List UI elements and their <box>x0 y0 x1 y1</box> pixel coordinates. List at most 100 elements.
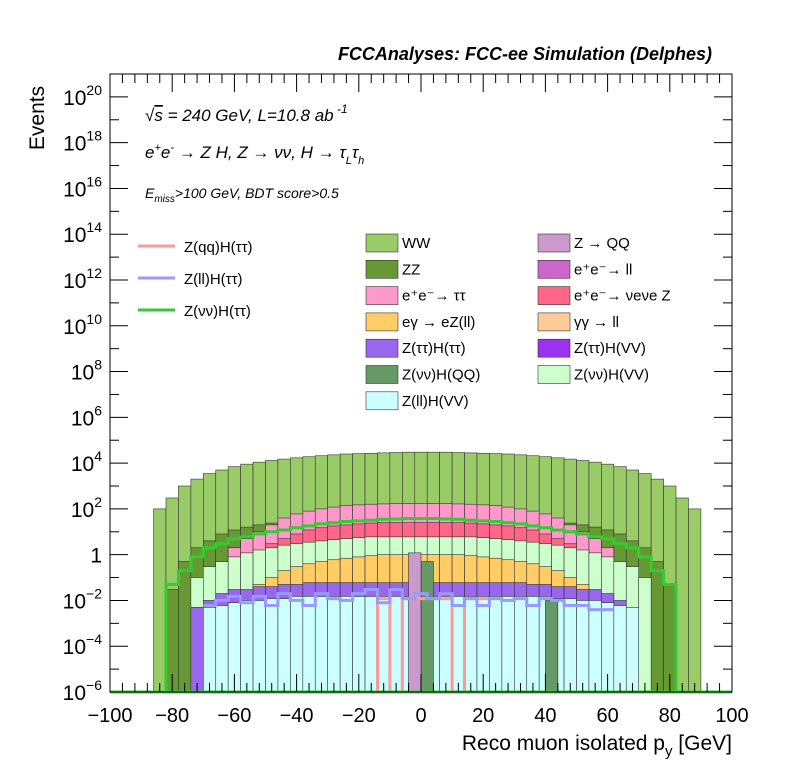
stack-bar <box>464 596 478 693</box>
legend-swatch <box>537 312 571 332</box>
y-tick-label: 10−2 <box>63 585 103 613</box>
stack-bar <box>613 605 627 693</box>
y-tick-label: 10−4 <box>63 631 103 659</box>
annotations: √s = 240 GeV, L=10.8 ab -1 e+e- → Z H, Z… <box>145 102 364 205</box>
stack-bar <box>389 596 403 693</box>
stack-bar <box>240 600 254 693</box>
process-annotation: e+e- → Z H, Z → νν, H → τLτh <box>145 142 364 167</box>
y-tick-label: 1010 <box>63 311 102 339</box>
stack-bar <box>526 596 540 693</box>
legend: Z(qq)H(ττ) Z(ll)H(ττ) Z(νν)H(ττ) WW ZZ e⁺e⁻→ … <box>138 233 671 411</box>
stack-bar <box>190 607 204 693</box>
y-axis-label: Events <box>26 86 49 150</box>
x-tick-label: −20 <box>342 705 376 727</box>
legend-swatch <box>537 233 571 253</box>
y-tick-label: 1018 <box>63 128 102 156</box>
legend-swatch <box>365 391 399 411</box>
legend-swatch <box>365 259 399 279</box>
stack-bar <box>302 596 316 693</box>
x-tick-label: 60 <box>596 705 618 727</box>
stack-bar <box>364 596 378 693</box>
legend-swatch <box>365 233 399 253</box>
x-tick-label: 100 <box>715 705 748 727</box>
stack-bar <box>377 596 391 693</box>
stack-bar <box>625 607 640 693</box>
legend-label: Z(νν)H(VV) <box>574 367 649 384</box>
legend-swatch <box>537 365 571 384</box>
y-tick-label: 108 <box>71 357 102 385</box>
stack-bar <box>439 596 453 693</box>
legend-swatch <box>537 286 571 305</box>
stack-bar <box>650 561 664 693</box>
axes: −100 −80 −60 −40 −20 0 20 40 60 80 100 10−6 10−4 10−2… <box>63 73 749 727</box>
stack-bar <box>451 596 465 693</box>
x-tick-label: 0 <box>415 705 426 727</box>
x-tick-label: −80 <box>155 705 189 727</box>
stack-bar <box>588 600 602 693</box>
stack-bar <box>339 596 353 693</box>
stack-bar <box>513 596 528 693</box>
x-tick-label: 80 <box>659 705 681 727</box>
stack-bar <box>501 596 515 693</box>
y-tick-label: 104 <box>71 448 102 476</box>
x-tick-label: −100 <box>87 705 132 727</box>
stack-bar <box>489 596 503 693</box>
stack-bar <box>203 607 217 693</box>
stack-bar <box>314 596 329 693</box>
stack-bar <box>576 600 590 693</box>
spike-bar <box>545 600 559 693</box>
stack-bar <box>277 598 291 693</box>
legend-swatch <box>365 286 399 305</box>
spike-bar <box>408 552 422 693</box>
legend-label: γγ → ll <box>574 314 619 331</box>
y-tick-label: 1016 <box>63 173 102 201</box>
legend-label: Z(ll)H(VV) <box>402 393 469 410</box>
legend-label: e⁺e⁻→ ττ <box>402 288 466 305</box>
stack-bar <box>252 600 266 693</box>
legend-label: Z(νν)H(ττ) <box>184 303 251 320</box>
stack-bar <box>265 598 279 693</box>
legend-label: e⁺e⁻→ νeνe Z <box>574 288 671 305</box>
stack-bar <box>215 605 229 693</box>
stack-bar <box>153 508 167 693</box>
x-tick-label: −60 <box>217 705 251 727</box>
legend-label: Z(ττ)H(VV) <box>574 340 646 357</box>
series-line-1 <box>203 588 614 612</box>
legend-label: Z(qq)H(ττ) <box>184 239 253 256</box>
stack-bar <box>638 577 652 693</box>
x-axis-label: Reco muon isolated py [GeV] <box>462 732 732 760</box>
energy-lumi-annotation: √s = 240 GeV, L=10.8 ab -1 <box>145 102 348 125</box>
legend-swatch <box>365 365 399 384</box>
spike-bar <box>420 561 434 693</box>
y-tick-label: 1014 <box>63 219 102 247</box>
legend-label: Z → QQ <box>574 235 630 252</box>
stack-bar <box>688 508 702 693</box>
legend-label: Z(ττ)H(ττ) <box>402 340 466 357</box>
stack-bar <box>327 596 341 693</box>
y-tick-label: 106 <box>71 402 102 430</box>
x-tick-label: 40 <box>534 705 556 727</box>
legend-label: Z(ll)H(ττ) <box>184 271 243 288</box>
y-tick-label: 1020 <box>63 82 102 110</box>
stack-bar <box>178 561 192 693</box>
chart-title: FCCAnalyses: FCC-ee Simulation (Delphes) <box>338 44 712 64</box>
stack-bar <box>675 497 689 693</box>
y-tick-label: 10−6 <box>63 677 103 705</box>
stack-bar <box>563 598 577 693</box>
y-tick-label: 1012 <box>63 265 102 293</box>
selection-annotation: Emiss>100 GeV, BDT score>0.5 <box>145 185 339 205</box>
legend-swatch <box>537 259 571 279</box>
legend-label: WW <box>402 235 431 252</box>
y-tick-label: 1 <box>90 545 102 568</box>
series-line-2 <box>153 517 689 694</box>
legend-label: Z(νν)H(QQ) <box>402 367 480 384</box>
legend-swatch <box>365 312 399 332</box>
legend-swatch <box>365 338 399 358</box>
plot-area <box>110 451 732 694</box>
legend-swatch <box>537 338 571 358</box>
legend-label: ZZ <box>402 261 420 278</box>
legend-label: eγ → eZ(ll) <box>402 314 475 331</box>
x-tick-label: −40 <box>280 705 314 727</box>
